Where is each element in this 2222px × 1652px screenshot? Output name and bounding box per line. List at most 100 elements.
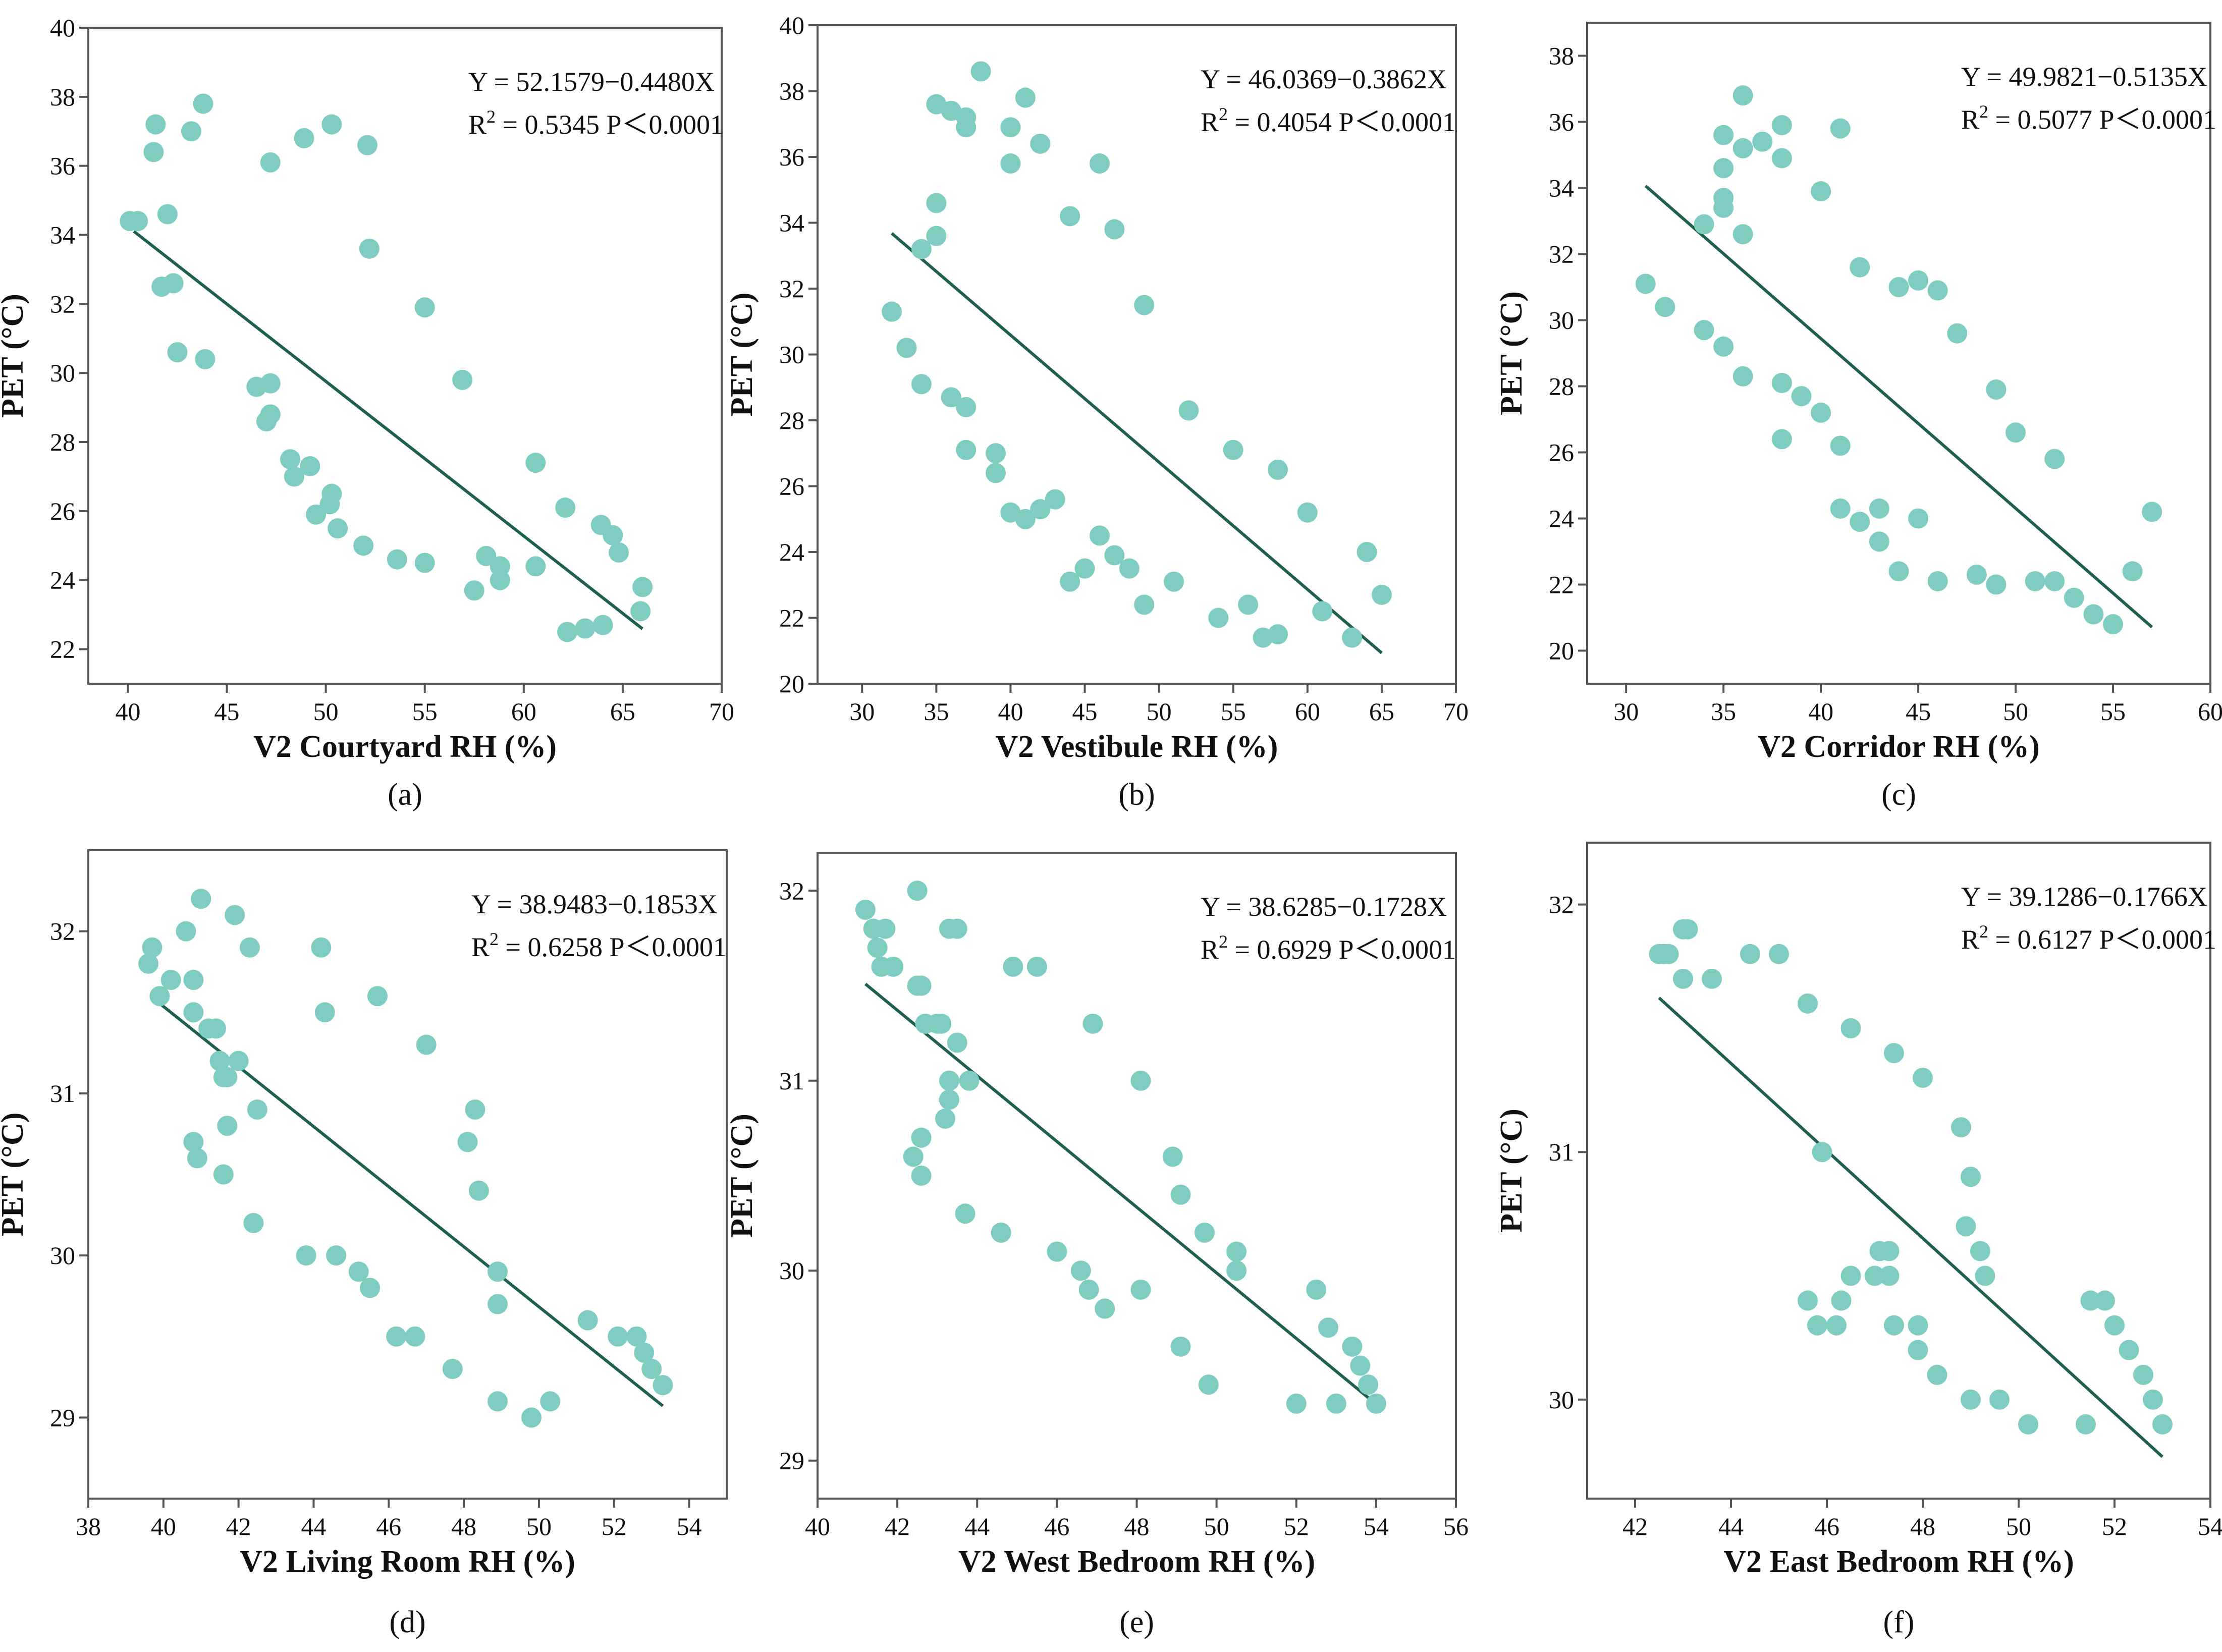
y-tick-label: 26	[50, 497, 75, 525]
data-point	[1371, 584, 1392, 605]
data-point	[1986, 574, 2007, 595]
x-tick-label: 52	[602, 1512, 627, 1540]
data-point	[931, 1013, 952, 1034]
y-tick-label: 24	[1549, 505, 1574, 533]
r-squared-text: R2 = 0.6258 P＜0.0001	[471, 929, 727, 962]
y-tick-label: 26	[779, 472, 804, 501]
data-point	[1045, 489, 1065, 510]
data-point	[907, 880, 928, 901]
data-point	[1732, 138, 1753, 158]
data-point	[353, 535, 374, 556]
panel-caption: (c)	[1881, 778, 1916, 812]
y-tick-label: 32	[50, 917, 75, 946]
r-squared-text: R2 = 0.5077 P＜0.0001	[1961, 101, 2216, 135]
regression-equation: Y = 49.9821−0.5135X	[1961, 62, 2207, 92]
data-point	[465, 1099, 485, 1120]
r-squared-text: R2 = 0.6929 P＜0.0001	[1201, 931, 1456, 965]
data-point	[360, 1278, 381, 1298]
y-tick-label: 30	[779, 1256, 804, 1285]
data-point	[1713, 197, 1734, 218]
data-point	[1312, 601, 1333, 622]
y-tick-label: 31	[779, 1067, 804, 1095]
data-point	[867, 938, 888, 958]
data-point	[386, 1326, 407, 1347]
data-point	[2044, 571, 2065, 591]
y-tick-label: 30	[1549, 306, 1574, 335]
r-squared-symbol: R	[1961, 924, 1979, 955]
x-tick-label: 40	[805, 1512, 830, 1540]
y-tick-label: 40	[50, 14, 75, 42]
r-squared-text: R2 = 0.4054 P＜0.0001	[1201, 104, 1456, 137]
y-tick-label: 32	[1549, 240, 1574, 268]
y-tick-label: 30	[50, 1241, 75, 1270]
data-point	[142, 937, 162, 958]
data-point	[1170, 1184, 1191, 1205]
data-point	[1769, 944, 1789, 964]
y-tick-label: 30	[50, 359, 75, 387]
x-tick-label: 54	[2198, 1512, 2222, 1540]
data-point	[239, 937, 260, 958]
x-axis-label: V2 Corridor RH (%)	[1758, 730, 2039, 764]
data-point	[882, 301, 902, 322]
data-point	[1267, 624, 1288, 645]
x-axis-label: V2 Courtyard RH (%)	[253, 730, 557, 764]
x-tick-label: 44	[964, 1512, 990, 1540]
data-point	[521, 1407, 542, 1428]
data-point	[1927, 280, 1948, 301]
regression-equation: Y = 52.1579−0.4480X	[468, 67, 715, 97]
data-point	[903, 1146, 924, 1167]
data-point	[935, 1109, 955, 1129]
r-squared-superscript: 2	[490, 929, 499, 949]
x-tick-label: 40	[1808, 697, 1833, 726]
r-squared-superscript: 2	[1219, 104, 1228, 124]
data-point	[2119, 1340, 2139, 1360]
data-point	[1070, 1260, 1091, 1281]
y-tick-label: 34	[779, 209, 804, 237]
y-tick-label: 29	[779, 1447, 804, 1475]
data-point	[1884, 1042, 1904, 1063]
data-point	[414, 297, 435, 318]
data-point	[1089, 153, 1110, 174]
data-point	[1771, 115, 1792, 136]
data-point	[416, 1034, 437, 1055]
x-tick-label: 46	[1044, 1512, 1069, 1540]
data-point	[487, 1294, 508, 1314]
data-point	[183, 1132, 204, 1152]
data-point	[1104, 545, 1125, 566]
data-point	[195, 349, 215, 369]
data-point	[2006, 422, 2026, 443]
y-tick-label: 32	[779, 274, 804, 303]
data-point	[1223, 439, 1243, 460]
x-tick-label: 46	[1814, 1512, 1839, 1540]
x-tick-label: 70	[709, 697, 734, 726]
chart-panel-5: 40 42 44 46 48 50 52 54 56 29 30 31 32 V2 West Bedroo…	[725, 852, 1469, 1639]
data-point	[1975, 1265, 1995, 1286]
data-point	[191, 889, 211, 909]
data-point	[1286, 1393, 1307, 1414]
x-tick-label: 42	[885, 1512, 910, 1540]
x-axis-label: V2 Vestibule RH (%)	[996, 730, 1278, 764]
data-point	[1961, 1389, 1981, 1410]
plot-frame	[1586, 22, 2211, 685]
data-point	[1082, 1013, 1103, 1034]
x-tick-label: 60	[511, 697, 536, 726]
data-point	[634, 1342, 655, 1363]
data-point	[1089, 525, 1110, 546]
chart-panel-4: 38 40 42 44 46 48 50 52 54 29 30 31 32 V2 Living Room…	[0, 849, 728, 1639]
x-tick-label: 40	[151, 1512, 176, 1540]
r-squared-value: = 0.6258 P＜0.0001	[499, 932, 727, 962]
y-tick-label: 32	[50, 290, 75, 318]
data-point	[1326, 1393, 1346, 1414]
data-point	[1869, 531, 1889, 552]
data-point	[1702, 968, 1722, 989]
y-tick-label: 36	[50, 152, 75, 180]
data-point	[1713, 125, 1734, 145]
x-tick-label: 52	[1284, 1512, 1309, 1540]
data-point	[1811, 402, 1831, 423]
x-tick-label: 40	[115, 697, 140, 726]
data-point	[956, 397, 977, 417]
regression-line	[1644, 185, 2153, 629]
data-point	[414, 553, 435, 573]
data-point	[1134, 295, 1155, 315]
